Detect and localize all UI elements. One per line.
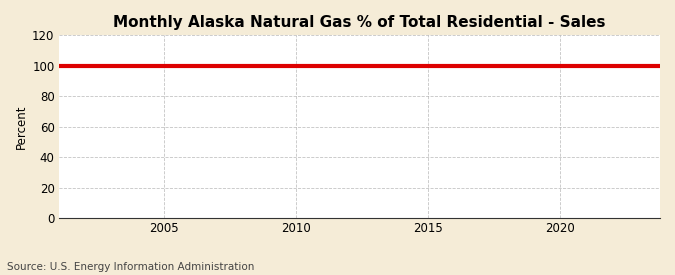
Text: Source: U.S. Energy Information Administration: Source: U.S. Energy Information Administ… bbox=[7, 262, 254, 272]
Y-axis label: Percent: Percent bbox=[15, 104, 28, 149]
Title: Monthly Alaska Natural Gas % of Total Residential - Sales: Monthly Alaska Natural Gas % of Total Re… bbox=[113, 15, 605, 30]
